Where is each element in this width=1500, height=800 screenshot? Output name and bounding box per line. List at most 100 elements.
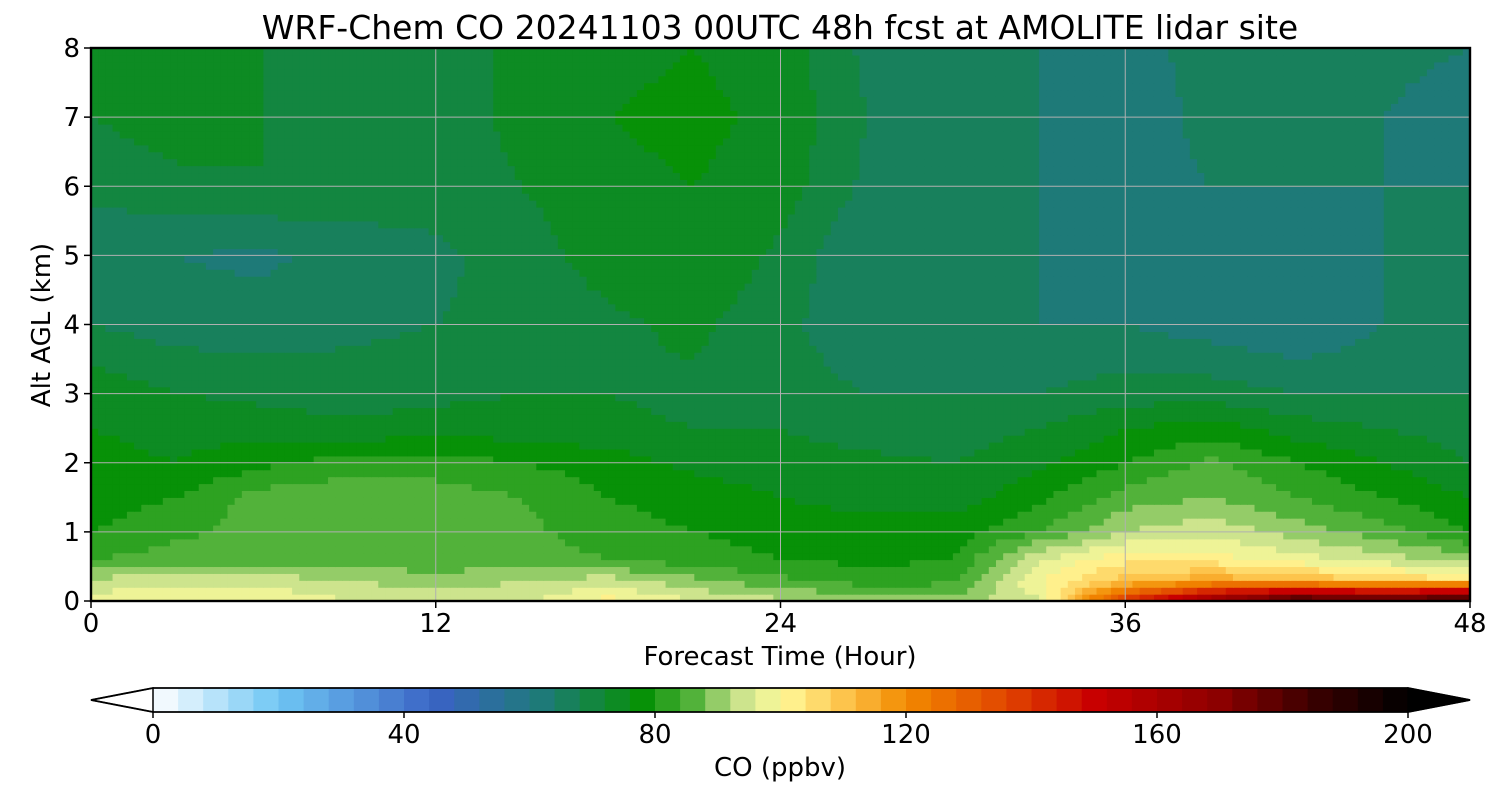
- heat-cell: [687, 421, 695, 429]
- heat-cell: [572, 421, 580, 429]
- heat-cell: [1139, 587, 1148, 595]
- heat-cell: [622, 504, 631, 512]
- heat-cell: [543, 504, 552, 512]
- heat-cell: [148, 538, 157, 547]
- heat-cell: [823, 587, 832, 595]
- heat-cell: [837, 511, 846, 519]
- heat-cell: [1153, 428, 1162, 436]
- heat-cell: [615, 594, 624, 601]
- heat-cell: [1082, 552, 1090, 561]
- heat-cell: [328, 511, 336, 519]
- heat-cell: [766, 421, 774, 429]
- heat-cell: [292, 524, 300, 533]
- heat-cell: [766, 545, 774, 554]
- heat-cell: [1060, 428, 1069, 436]
- heat-cell: [902, 559, 911, 568]
- heat-cell: [945, 538, 954, 547]
- heat-cell: [679, 531, 688, 540]
- heat-cell: [306, 428, 315, 436]
- heat-cell: [809, 559, 818, 568]
- heat-cell: [1426, 435, 1435, 443]
- heat-cell: [428, 428, 437, 436]
- heat-cell: [1110, 455, 1119, 464]
- heat-cell: [450, 573, 458, 581]
- heat-cell: [399, 594, 408, 601]
- heat-cell: [1168, 448, 1177, 457]
- heat-cell: [1276, 448, 1284, 457]
- heat-cell: [873, 524, 882, 533]
- heat-cell: [299, 573, 308, 581]
- heat-cell: [1204, 552, 1213, 561]
- heat-cell: [1369, 428, 1378, 436]
- heat-cell: [837, 455, 846, 464]
- heat-cell: [342, 552, 351, 561]
- heat-cell: [1204, 504, 1213, 512]
- heat-cell: [1304, 462, 1313, 471]
- heat-cell: [1110, 559, 1119, 568]
- heat-cell: [679, 594, 688, 601]
- heat-cell: [478, 518, 487, 526]
- heat-cell: [1369, 435, 1378, 443]
- heat-cell: [428, 483, 437, 491]
- heat-cell: [457, 518, 466, 526]
- heat-cell: [1132, 594, 1141, 601]
- heat-cell: [888, 573, 897, 581]
- heat-cell: [629, 435, 638, 443]
- heat-cell: [1110, 545, 1119, 554]
- heat-cell: [1347, 538, 1356, 547]
- heat-cell: [220, 421, 229, 429]
- heat-cell: [177, 580, 185, 588]
- heat-cell: [1211, 421, 1220, 429]
- heat-cell: [694, 497, 703, 505]
- heat-cell: [1419, 566, 1428, 574]
- heat-cell: [363, 428, 372, 436]
- heat-cell: [1448, 566, 1457, 574]
- heat-cell: [529, 483, 537, 491]
- heat-cell: [105, 455, 114, 464]
- heat-cell: [816, 490, 825, 498]
- heat-cell: [758, 442, 767, 450]
- heat-cell: [1204, 455, 1213, 464]
- heat-cell: [1290, 490, 1299, 498]
- heat-cell: [292, 594, 300, 601]
- heat-cell: [679, 428, 688, 436]
- heat-cell: [1276, 442, 1284, 450]
- heat-cell: [981, 524, 990, 533]
- heat-cell: [1024, 483, 1033, 491]
- heat-cell: [1046, 559, 1055, 568]
- heat-cell: [1225, 483, 1234, 491]
- heat-cell: [916, 531, 925, 540]
- heat-cell: [1419, 476, 1428, 485]
- heat-cell: [1268, 524, 1277, 533]
- heat-cell: [622, 594, 631, 601]
- heat-cell: [694, 524, 703, 533]
- heat-cell: [737, 545, 746, 554]
- heat-cell: [428, 476, 437, 485]
- heat-cell: [234, 566, 243, 574]
- heat-cell: [112, 538, 121, 547]
- heat-cell: [1311, 421, 1320, 429]
- heat-cell: [888, 524, 897, 533]
- heat-cell: [1082, 421, 1090, 429]
- heat-cell: [162, 531, 171, 540]
- heat-cell: [751, 566, 760, 574]
- heat-cell: [407, 545, 415, 554]
- heat-cell: [356, 587, 365, 595]
- heat-cell: [1362, 469, 1371, 478]
- heat-cell: [1110, 566, 1119, 574]
- heat-cell: [234, 524, 243, 533]
- heat-cell: [227, 442, 236, 450]
- heat-cell: [464, 566, 473, 574]
- heat-cell: [1132, 435, 1141, 443]
- heat-cell: [371, 594, 379, 601]
- heat-cell: [234, 504, 243, 512]
- heat-cell: [1225, 580, 1234, 588]
- heat-cell: [586, 587, 595, 595]
- heat-cell: [924, 462, 932, 471]
- heat-cell: [1383, 531, 1392, 540]
- heat-cell: [859, 435, 868, 443]
- heat-cell: [277, 490, 286, 498]
- heat-cell: [170, 497, 178, 505]
- heat-cell: [450, 566, 458, 574]
- heat-cell: [1168, 497, 1177, 505]
